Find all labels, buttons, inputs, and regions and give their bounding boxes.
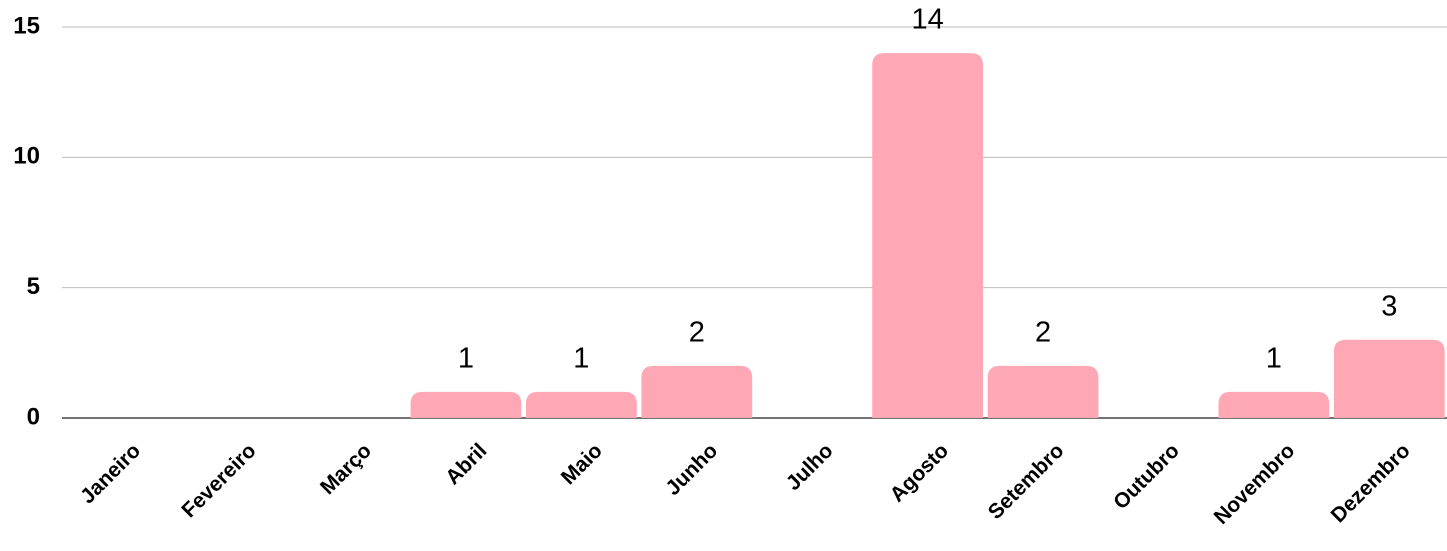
bar bbox=[410, 391, 522, 418]
bar bbox=[641, 365, 753, 418]
bar bbox=[872, 53, 984, 419]
data-label: 14 bbox=[911, 4, 943, 36]
y-tick-label: 5 bbox=[27, 273, 40, 300]
y-tick-label: 0 bbox=[27, 403, 40, 430]
data-label: 1 bbox=[573, 343, 589, 375]
x-tick-label: Dezembro bbox=[1327, 439, 1415, 527]
x-tick-label: Abril bbox=[441, 439, 491, 489]
bar bbox=[1218, 391, 1330, 418]
data-label: 1 bbox=[458, 343, 474, 375]
x-tick-label: Outubro bbox=[1109, 439, 1184, 514]
x-tick-label: Setembro bbox=[984, 439, 1069, 524]
x-tick-label: Agosto bbox=[886, 439, 953, 506]
x-tick-label: Maio bbox=[557, 439, 607, 489]
x-tick-label: Junho bbox=[661, 439, 722, 500]
x-tick-label: Março bbox=[316, 439, 376, 499]
data-label: 2 bbox=[689, 317, 705, 349]
bar bbox=[1333, 339, 1445, 418]
x-tick-label: Fevereiro bbox=[177, 439, 260, 522]
x-tick-label: Julho bbox=[782, 439, 838, 495]
y-tick-label: 15 bbox=[13, 12, 40, 39]
bar bbox=[525, 391, 637, 418]
data-label: 1 bbox=[1266, 343, 1282, 375]
x-tick-label: Janeiro bbox=[76, 439, 145, 508]
data-label: 3 bbox=[1381, 290, 1397, 322]
x-tick-label: Novembro bbox=[1210, 439, 1300, 529]
data-label: 2 bbox=[1035, 317, 1051, 349]
y-tick-label: 10 bbox=[13, 143, 40, 170]
bar bbox=[987, 365, 1099, 418]
